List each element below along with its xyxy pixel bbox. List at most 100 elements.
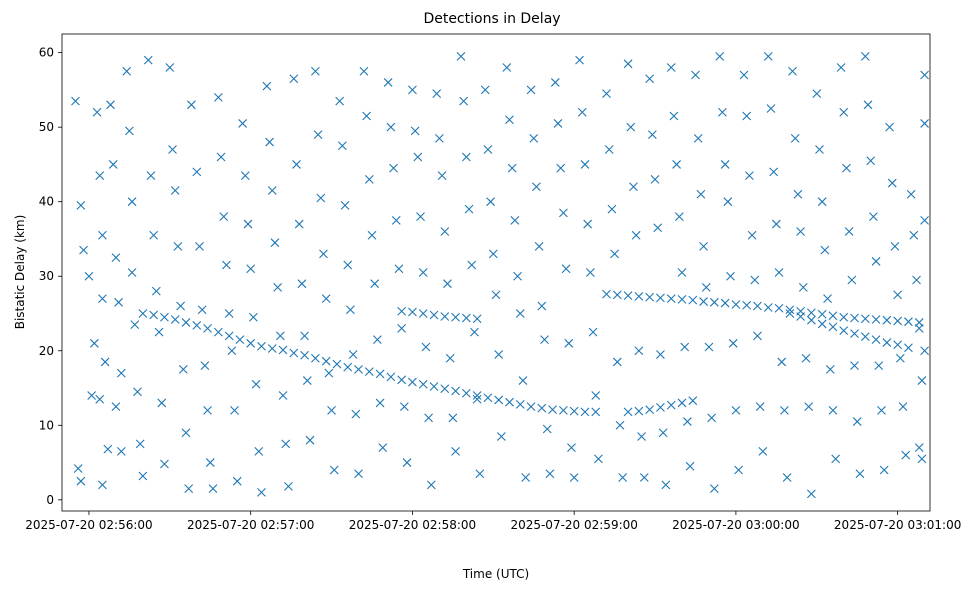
x-tick-label: 2025-07-20 02:59:00 — [510, 518, 637, 532]
data-point — [588, 327, 598, 337]
data-point — [594, 454, 603, 464]
data-point — [451, 446, 460, 456]
data-point — [389, 163, 398, 173]
data-point — [685, 461, 695, 471]
data-point — [143, 55, 153, 65]
data-point — [839, 107, 849, 117]
data-point — [604, 145, 614, 154]
data-point — [753, 331, 762, 341]
data-point — [289, 348, 299, 358]
data-point — [785, 309, 795, 318]
data-point — [688, 396, 698, 406]
data-point — [408, 85, 417, 95]
data-point — [160, 459, 169, 469]
data-point — [688, 295, 698, 305]
data-point — [275, 331, 285, 341]
data-point — [788, 66, 797, 76]
data-point — [812, 89, 822, 99]
data-point — [709, 484, 719, 494]
data-point — [346, 305, 355, 315]
y-tick-label: 30 — [39, 269, 54, 283]
data-point — [127, 268, 137, 277]
data-point — [332, 359, 342, 369]
data-point — [278, 391, 288, 400]
data-point — [483, 393, 493, 403]
data-point — [238, 119, 247, 128]
x-tick-label: 2025-07-20 03:01:00 — [834, 518, 961, 532]
data-point — [491, 290, 501, 300]
data-point — [424, 413, 433, 423]
data-point — [429, 310, 439, 320]
data-point — [680, 342, 690, 352]
data-point — [796, 227, 805, 236]
data-point — [510, 215, 520, 225]
x-tick-label: 2025-07-20 03:00:00 — [672, 518, 799, 532]
data-point — [610, 249, 619, 259]
data-point — [583, 219, 593, 229]
data-point — [831, 454, 841, 464]
data-point — [445, 353, 455, 363]
data-point — [513, 271, 522, 281]
data-point — [715, 51, 725, 61]
series-track-main-descending — [138, 309, 601, 417]
data-point — [575, 55, 584, 65]
data-point — [122, 66, 132, 76]
series-track-upper-right — [602, 289, 924, 327]
data-point — [408, 307, 417, 317]
data-point — [521, 473, 531, 482]
data-point — [774, 303, 784, 313]
data-point — [807, 308, 816, 318]
data-point — [637, 432, 646, 441]
data-point — [181, 428, 191, 438]
data-point — [564, 338, 574, 348]
data-point — [529, 133, 539, 143]
data-point — [580, 160, 590, 169]
data-point — [569, 473, 579, 482]
data-point — [413, 152, 423, 162]
data-point — [200, 361, 210, 371]
data-point — [203, 324, 212, 333]
data-point — [550, 78, 560, 87]
data-point — [71, 96, 80, 106]
data-point — [677, 398, 687, 408]
data-point — [626, 122, 636, 132]
data-point — [219, 212, 229, 221]
data-point — [817, 309, 827, 319]
data-point — [397, 324, 407, 333]
x-axis-label: Time (UTC) — [462, 567, 529, 581]
data-point — [707, 413, 717, 423]
data-point — [820, 245, 830, 255]
data-point — [475, 469, 485, 479]
data-point — [755, 402, 765, 412]
data-point — [267, 344, 277, 353]
data-point — [76, 476, 86, 486]
series-track-right-descending — [785, 309, 913, 353]
data-point — [505, 397, 514, 407]
data-point — [343, 362, 353, 372]
data-point — [914, 443, 924, 453]
data-point — [432, 89, 442, 99]
data-point — [920, 346, 929, 356]
data-point — [178, 365, 188, 374]
data-point — [324, 368, 334, 378]
x-tick-label: 2025-07-20 02:57:00 — [187, 518, 314, 532]
data-point — [451, 386, 460, 396]
data-point — [197, 305, 207, 315]
data-point — [89, 338, 99, 348]
data-point — [825, 365, 835, 374]
y-tick-label: 60 — [39, 46, 54, 60]
data-point — [184, 484, 194, 494]
data-point — [739, 70, 749, 80]
data-point — [666, 294, 676, 303]
plot-area — [71, 51, 929, 499]
data-point — [731, 300, 741, 309]
data-point — [893, 290, 903, 300]
data-point — [154, 327, 164, 337]
data-point — [421, 342, 431, 352]
data-point — [726, 271, 735, 281]
data-point — [734, 465, 743, 475]
data-point — [251, 379, 261, 389]
x-axis: 2025-07-20 02:56:00 2025-07-20 02:57:00 20… — [25, 511, 961, 532]
data-point — [559, 405, 568, 415]
data-point — [165, 63, 175, 72]
